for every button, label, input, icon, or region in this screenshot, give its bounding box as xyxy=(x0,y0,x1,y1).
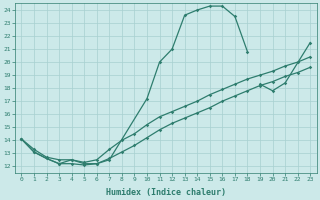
X-axis label: Humidex (Indice chaleur): Humidex (Indice chaleur) xyxy=(106,188,226,197)
